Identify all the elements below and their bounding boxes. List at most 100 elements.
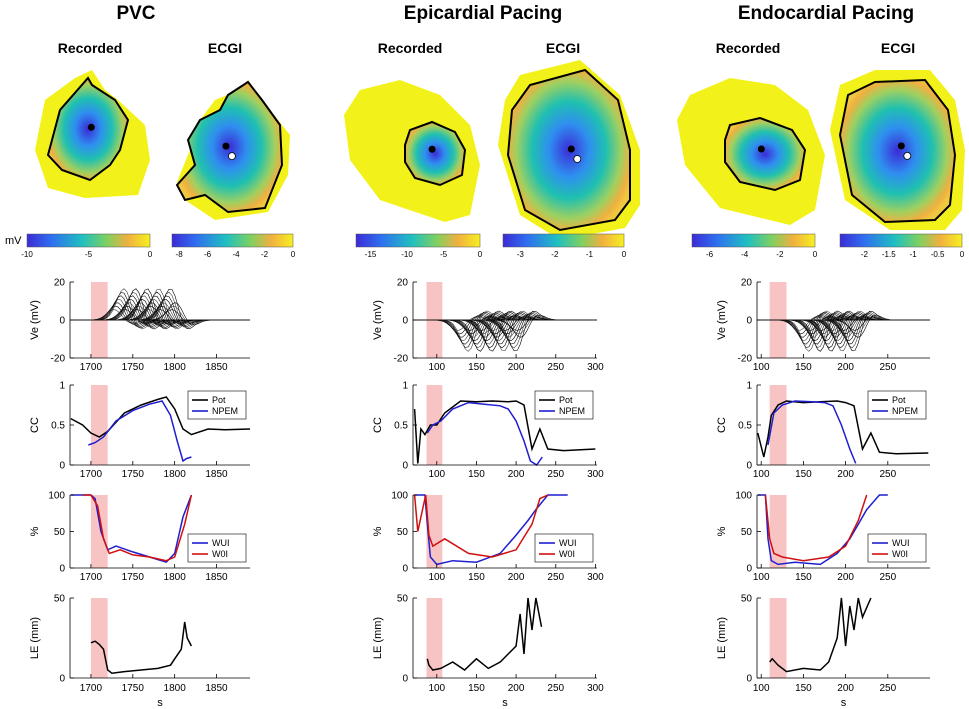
y-axis-label: CC <box>716 417 728 433</box>
ecgi-title: ECGI <box>208 40 242 56</box>
colorbar-tick-label: -15 <box>365 250 377 259</box>
y-tick-label: 20 <box>397 278 409 289</box>
series-le <box>426 597 543 671</box>
estimated-site-marker <box>228 152 236 161</box>
axes-ve-0: 20 0 -20 Ve (mV) 1700 1750 1800 1850 <box>29 278 250 373</box>
y-tick-label: 0 <box>59 674 65 685</box>
y-tick-label: 0 <box>402 461 408 472</box>
electrogram-trace <box>413 314 597 338</box>
x-tick-label: 200 <box>508 362 525 373</box>
y-tick-label: 50 <box>397 594 409 605</box>
series-wui <box>70 494 193 564</box>
colorbar-tick-label: -10 <box>401 250 413 259</box>
x-tick-label: 1750 <box>122 572 145 583</box>
x-tick-label: 150 <box>795 362 812 373</box>
x-axis-label: s <box>841 697 847 709</box>
colorbar-tick-label: 0 <box>148 250 153 259</box>
series-pot <box>413 400 596 464</box>
y-tick-label: 100 <box>735 491 752 502</box>
x-tick-label: 150 <box>468 572 485 583</box>
x-tick-label: 150 <box>795 572 812 583</box>
colorbar-tick-label: 0 <box>622 250 627 259</box>
x-tick-label: 200 <box>837 469 854 480</box>
colorbar <box>839 233 963 248</box>
series-pot <box>757 400 929 458</box>
y-axis-label: CC <box>29 417 41 433</box>
x-tick-label: 300 <box>587 362 604 373</box>
y-tick-label: 0 <box>59 564 65 575</box>
y-axis-label: LE (mm) <box>372 617 384 659</box>
x-tick-label: 1700 <box>80 572 103 583</box>
x-tick-label: 100 <box>753 469 770 480</box>
x-axis-label: s <box>502 697 508 709</box>
series-w0i <box>413 494 549 558</box>
x-tick-label: 300 <box>587 572 604 583</box>
y-tick-label: 0 <box>59 316 65 327</box>
series-le <box>90 621 193 674</box>
x-tick-label: 1750 <box>122 469 145 480</box>
y-tick-label: 1 <box>59 381 65 392</box>
stimulus-window-highlight <box>90 598 108 678</box>
y-tick-label: 50 <box>397 527 409 538</box>
column-0: PVC Recorded -10 -5 0 ECGI -8 -6 -4 -2 0 <box>21 3 296 259</box>
colorbar <box>355 233 481 248</box>
ecgi-title: ECGI <box>881 40 915 56</box>
x-tick-label: 250 <box>879 469 896 480</box>
pacing-site-marker <box>87 123 95 131</box>
y-tick-label: 20 <box>741 278 753 289</box>
x-tick-label: 200 <box>837 362 854 373</box>
colorbar <box>502 233 625 248</box>
y-tick-label: 100 <box>48 491 65 502</box>
colorbar <box>26 233 151 248</box>
colorbar-unit-label: mV <box>5 235 22 247</box>
x-tick-label: 250 <box>547 469 564 480</box>
activation-region-contour <box>404 120 467 187</box>
y-tick-label: 0.5 <box>738 421 752 432</box>
x-tick-label: 1850 <box>205 572 228 583</box>
recorded-title: Recorded <box>58 40 123 56</box>
y-tick-label: -20 <box>51 354 66 365</box>
activation-region-contour <box>46 76 130 182</box>
colorbar-tick-label: -6 <box>204 250 212 259</box>
pacing-site-marker <box>428 145 436 153</box>
y-tick-label: 0 <box>746 564 752 575</box>
legend-label: NPEM <box>559 406 585 416</box>
y-tick-label: -20 <box>394 354 409 365</box>
legend-label: NPEM <box>212 406 238 416</box>
x-tick-label: 1800 <box>164 683 187 694</box>
y-tick-label: 0.5 <box>51 421 65 432</box>
y-tick-label: 20 <box>54 278 66 289</box>
colorbar-tick-label: 0 <box>813 250 818 259</box>
axes-le-1: 50 0 LE (mm) 100 150 200 250 300 s <box>372 594 604 709</box>
y-tick-label: 0 <box>402 316 408 327</box>
x-tick-label: 250 <box>879 362 896 373</box>
pacing-site-marker <box>567 145 575 153</box>
colorbar-tick-label: -0.5 <box>931 250 945 259</box>
y-axis-label: % <box>372 526 384 536</box>
colorbar-tick-label: -4 <box>232 250 240 259</box>
electrogram-trace <box>757 314 930 338</box>
x-tick-label: 250 <box>879 683 896 694</box>
y-axis-label: Ve (mV) <box>716 300 728 340</box>
legend-label: WUI <box>559 538 577 548</box>
estimated-site-marker <box>573 155 582 163</box>
x-tick-label: 250 <box>547 683 564 694</box>
y-axis-label: CC <box>372 417 384 433</box>
legend-box <box>534 533 594 563</box>
y-axis-label: Ve (mV) <box>29 300 41 340</box>
x-tick-label: 300 <box>587 469 604 480</box>
x-tick-label: 1700 <box>80 362 103 373</box>
colorbar-tick-label: -5 <box>440 250 448 259</box>
x-tick-label: 1750 <box>122 362 145 373</box>
y-tick-label: 50 <box>54 594 66 605</box>
legend-label: WUI <box>892 538 910 548</box>
x-tick-label: 100 <box>428 683 445 694</box>
y-tick-label: 50 <box>741 594 753 605</box>
axes-le-0: 50 0 LE (mm) 1700 1750 1800 1850 s <box>29 594 250 709</box>
series-npem <box>767 400 857 464</box>
